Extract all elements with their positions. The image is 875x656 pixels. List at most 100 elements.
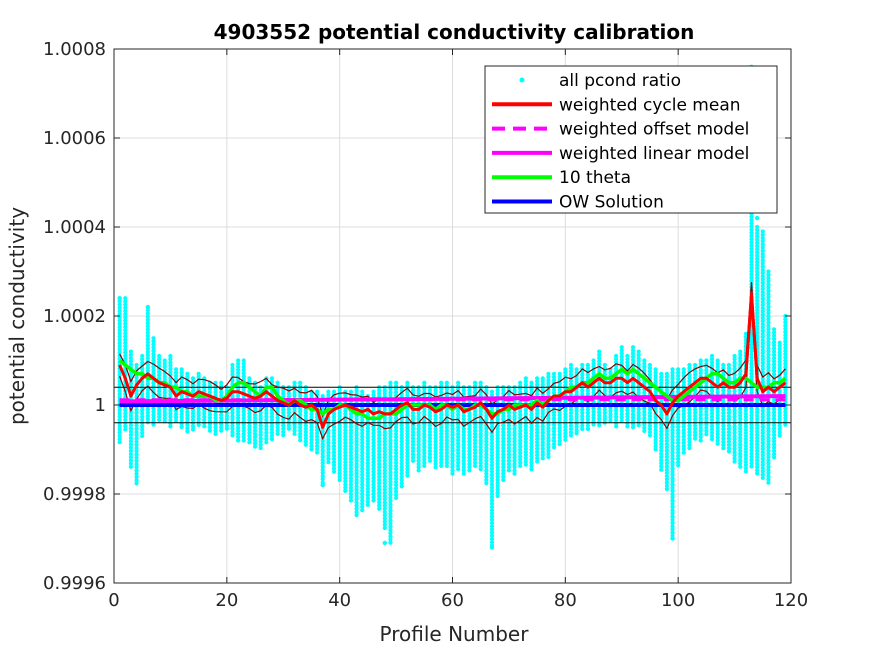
pcond-point (546, 371, 551, 376)
pcond-point (382, 503, 387, 508)
pcond-point (478, 441, 483, 446)
pcond-point (614, 382, 619, 387)
pcond-point (766, 429, 771, 434)
pcond-point (275, 387, 280, 392)
pcond-point (269, 379, 275, 384)
pcond-point (551, 371, 557, 376)
pcond-point (472, 380, 478, 385)
pcond-point (134, 430, 139, 435)
pcond-point (269, 376, 275, 381)
pcond-point (410, 445, 416, 451)
pcond-point (760, 338, 765, 343)
pcond-point (388, 460, 393, 465)
pcond-point (760, 306, 765, 311)
pcond-point (128, 432, 134, 437)
pcond-point (664, 461, 669, 466)
pcond-point (461, 445, 466, 451)
pcond-point (348, 466, 354, 471)
pcond-point (771, 352, 777, 357)
pcond-point (568, 430, 574, 435)
pcond-point (518, 409, 523, 414)
pcond-point (151, 339, 156, 344)
pcond-point (529, 438, 534, 443)
pcond-point (760, 229, 765, 234)
pcond-point (236, 371, 241, 376)
pcond-point (444, 428, 449, 433)
pcond-point (670, 524, 675, 529)
pcond-point (692, 410, 698, 416)
pcond-point (681, 412, 686, 417)
pcond-point (309, 415, 314, 420)
pcond-point (269, 414, 275, 419)
pcond-point (732, 440, 737, 445)
pcond-point (405, 438, 410, 443)
pcond-point (749, 218, 754, 223)
pcond-point (738, 455, 743, 460)
pcond-point (377, 455, 382, 460)
pcond-point (157, 369, 162, 375)
pcond-point (760, 331, 765, 336)
pcond-point (433, 455, 438, 460)
pcond-point (236, 435, 241, 440)
pcond-point (207, 387, 213, 392)
pcond-point (777, 411, 782, 416)
pcond-point (128, 416, 134, 421)
pcond-point (134, 449, 139, 454)
pcond-point (456, 438, 461, 443)
pcond-point (337, 452, 342, 457)
pcond-point (128, 410, 134, 415)
pcond-point (405, 390, 410, 395)
pcond-point (495, 449, 500, 454)
pcond-point (771, 349, 777, 354)
y-tick-label: 1.0002 (43, 306, 106, 327)
pcond-point (388, 505, 393, 510)
pcond-point (337, 413, 342, 419)
pcond-point (343, 456, 348, 461)
pcond-point (405, 447, 410, 452)
pcond-point (472, 428, 478, 433)
pcond-point (162, 377, 167, 382)
pcond-point (422, 387, 427, 392)
pcond-point (416, 410, 421, 415)
pcond-point (771, 410, 777, 415)
pcond-point (393, 489, 399, 494)
pcond-point (518, 387, 523, 392)
pcond-point (692, 375, 698, 380)
pcond-point (653, 376, 658, 382)
pcond-point (580, 410, 585, 416)
pcond-point (213, 415, 218, 420)
pcond-point (399, 455, 404, 460)
pcond-point (337, 471, 342, 476)
pcond-point (681, 444, 686, 449)
pcond-point (484, 481, 489, 486)
pcond-point (766, 455, 771, 460)
pcond-point (393, 425, 399, 430)
pcond-point (298, 409, 303, 414)
pcond-point (382, 445, 387, 451)
pcond-point (145, 321, 150, 326)
pcond-point (659, 426, 664, 431)
pcond-point (726, 446, 732, 451)
pcond-point (444, 460, 449, 465)
pcond-point (670, 431, 675, 436)
pcond-point (738, 461, 743, 466)
pcond-point (151, 380, 156, 386)
pcond-point (563, 380, 568, 385)
pcond-point (145, 413, 150, 418)
pcond-point (619, 361, 624, 366)
pcond-point (783, 409, 788, 415)
pcond-point (546, 422, 551, 428)
pcond-point (393, 428, 399, 433)
pcond-point (749, 432, 754, 437)
pcond-point (512, 458, 517, 463)
pcond-point (704, 428, 709, 433)
pcond-point (495, 493, 500, 499)
x-tick-label: 0 (108, 590, 119, 611)
pcond-point (331, 450, 337, 455)
pcond-point (196, 406, 201, 412)
pcond-point (315, 444, 320, 449)
pcond-point (456, 463, 461, 468)
pcond-point (636, 349, 641, 354)
pcond-point (461, 388, 466, 393)
pcond-point (309, 412, 314, 417)
